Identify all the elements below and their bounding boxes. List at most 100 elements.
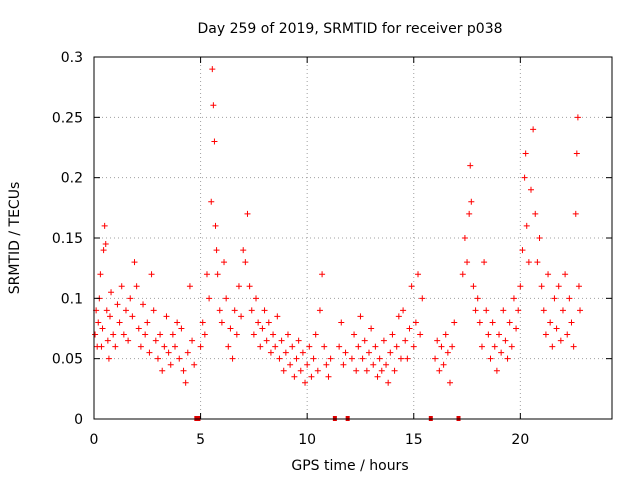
data-point [148,271,155,278]
data-point [208,198,215,205]
data-point [508,343,515,350]
data-point [289,343,296,350]
data-point [348,355,355,362]
x-tick-label: 15 [405,432,423,448]
data-point [536,235,543,241]
data-point [267,349,274,356]
data-point [240,247,247,254]
data-point [557,337,564,344]
data-point [186,283,193,290]
data-point [182,379,189,386]
data-point [92,331,99,338]
data-point [412,319,419,326]
y-tick-label: 0.1 [61,291,83,307]
data-point [255,319,262,326]
x-tick-label: 5 [196,432,205,448]
data-point [321,343,328,350]
data-point [402,337,409,344]
data-point [280,367,287,374]
data-point [395,313,402,320]
data-point [99,325,106,332]
data-point [498,349,505,356]
y-tick-label: 0.3 [61,50,83,66]
data-point [383,361,390,368]
data-point [102,241,109,248]
data-point [276,355,283,362]
data-point [201,331,208,338]
data-point [368,325,375,332]
data-point [376,355,383,362]
data-point [547,319,554,326]
data-point [397,355,404,362]
data-point [297,367,304,374]
y-tick-label: 0.15 [52,231,83,247]
data-point [474,295,481,302]
x-axis-label: GPS time / hours [291,458,408,474]
data-point [282,349,289,356]
data-point [323,361,330,368]
data-point [385,379,392,386]
data-point [146,349,153,356]
data-point [338,319,345,326]
data-point [566,295,573,302]
data-point [568,319,575,326]
data-point [464,259,471,266]
data-point [540,307,547,314]
data-point [553,325,560,332]
grid [94,57,612,419]
data-point [442,331,449,338]
data-point [257,343,264,350]
data-point [293,355,300,362]
data-point [259,325,266,332]
data-point [340,361,347,368]
data-point [489,319,496,326]
data-point [510,295,517,302]
data-point [476,319,483,326]
data-point [103,307,110,314]
data-point [295,337,302,344]
data-point [314,367,321,374]
data-point [184,349,191,356]
y-tick-label: 0 [74,412,83,428]
data-point [163,313,170,320]
data-point [419,295,426,302]
data-point [180,367,187,374]
data-point [106,313,113,320]
data-point [545,271,552,278]
data-point [125,337,132,344]
data-point [470,283,477,290]
data-point [573,150,580,157]
data-point [250,331,257,338]
data-point [316,307,323,314]
data-point [270,331,277,338]
data-point [118,283,125,290]
data-point [211,138,218,145]
data-point [355,343,362,350]
data-point [231,307,238,314]
data-point [500,307,507,314]
data-point [521,174,528,181]
data-point [534,259,541,266]
data-point [374,373,381,380]
data-point [100,247,107,254]
data-point [542,331,549,338]
data-point [206,295,213,302]
data-point [212,222,219,229]
data-point [272,343,279,350]
data-point [144,319,151,326]
data-point [197,343,204,350]
data-point [104,337,111,344]
data-point [306,343,313,350]
data-point [391,367,398,374]
data-point [114,301,121,308]
data-point [142,331,149,338]
data-point [248,307,255,314]
data-point [446,379,453,386]
data-point [342,349,349,356]
data-point [562,271,569,278]
data-point [451,319,458,326]
data-point [244,210,251,217]
data-point [233,331,240,338]
data-point [461,235,468,241]
